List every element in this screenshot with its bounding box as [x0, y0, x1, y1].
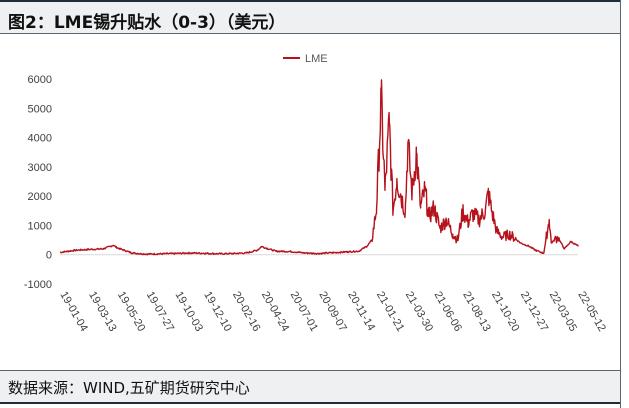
x-tick-label: 21-12-27 — [518, 290, 550, 334]
x-tick-label: 19-12-10 — [201, 290, 233, 334]
x-tick-label: 19-10-03 — [173, 290, 205, 334]
y-tick-label: -1000 — [24, 279, 52, 291]
chart-axes: -1000010002000300040005000600019-01-0419… — [24, 74, 608, 334]
x-tick-label: 21-01-21 — [374, 290, 406, 334]
y-tick-label: 3000 — [28, 162, 52, 174]
x-tick-label: 21-08-13 — [460, 290, 492, 334]
chart-series — [59, 79, 579, 256]
figure-title: 图2：LME锡升贴水（0-3）（美元） — [8, 13, 286, 33]
y-tick-label: 4000 — [28, 133, 52, 145]
x-tick-label: 22-05-12 — [575, 290, 607, 334]
source-footer-bar: 数据来源：WIND,五矿期货研究中心 — [0, 370, 621, 404]
x-tick-label: 21-03-30 — [403, 290, 435, 334]
legend-label-lme: LME — [305, 53, 328, 65]
y-tick-label: 5000 — [28, 103, 52, 115]
x-tick-label: 21-10-20 — [489, 290, 521, 334]
x-tick-label: 19-01-04 — [57, 290, 89, 334]
x-tick-label: 20-04-24 — [259, 290, 291, 334]
x-tick-label: 20-09-07 — [316, 290, 348, 334]
series-line-lme — [59, 79, 579, 256]
chart-area: LME -1000 0 1000 2000 3000 4000 5000 6000 19-01-… — [0, 34, 621, 370]
figure-title-bar: 图2：LME锡升贴水（0-3）（美元） — [0, 0, 621, 34]
x-tick-label: 19-03-13 — [86, 290, 118, 334]
x-tick-label: 19-05-20 — [115, 290, 147, 334]
x-tick-label: 20-11-14 — [345, 290, 377, 333]
source-note: 数据来源：WIND,五矿期货研究中心 — [8, 379, 250, 397]
y-tick-label: 1000 — [28, 220, 52, 232]
right-border — [620, 0, 621, 408]
x-tick-label: 20-07-01 — [288, 290, 320, 334]
y-tick-label: 6000 — [28, 74, 52, 86]
chart-legend: LME — [283, 53, 328, 65]
x-tick-label: 21-06-06 — [432, 290, 464, 334]
lme-chart: LME -1000 0 1000 2000 3000 4000 5000 6000 19-01-… — [24, 53, 608, 334]
y-tick-label: 0 — [46, 250, 52, 262]
x-tick-label: 20-02-16 — [230, 290, 262, 334]
x-tick-label: 22-03-05 — [547, 290, 579, 334]
y-tick-label: 2000 — [28, 191, 52, 203]
x-tick-label: 19-07-27 — [144, 290, 176, 334]
